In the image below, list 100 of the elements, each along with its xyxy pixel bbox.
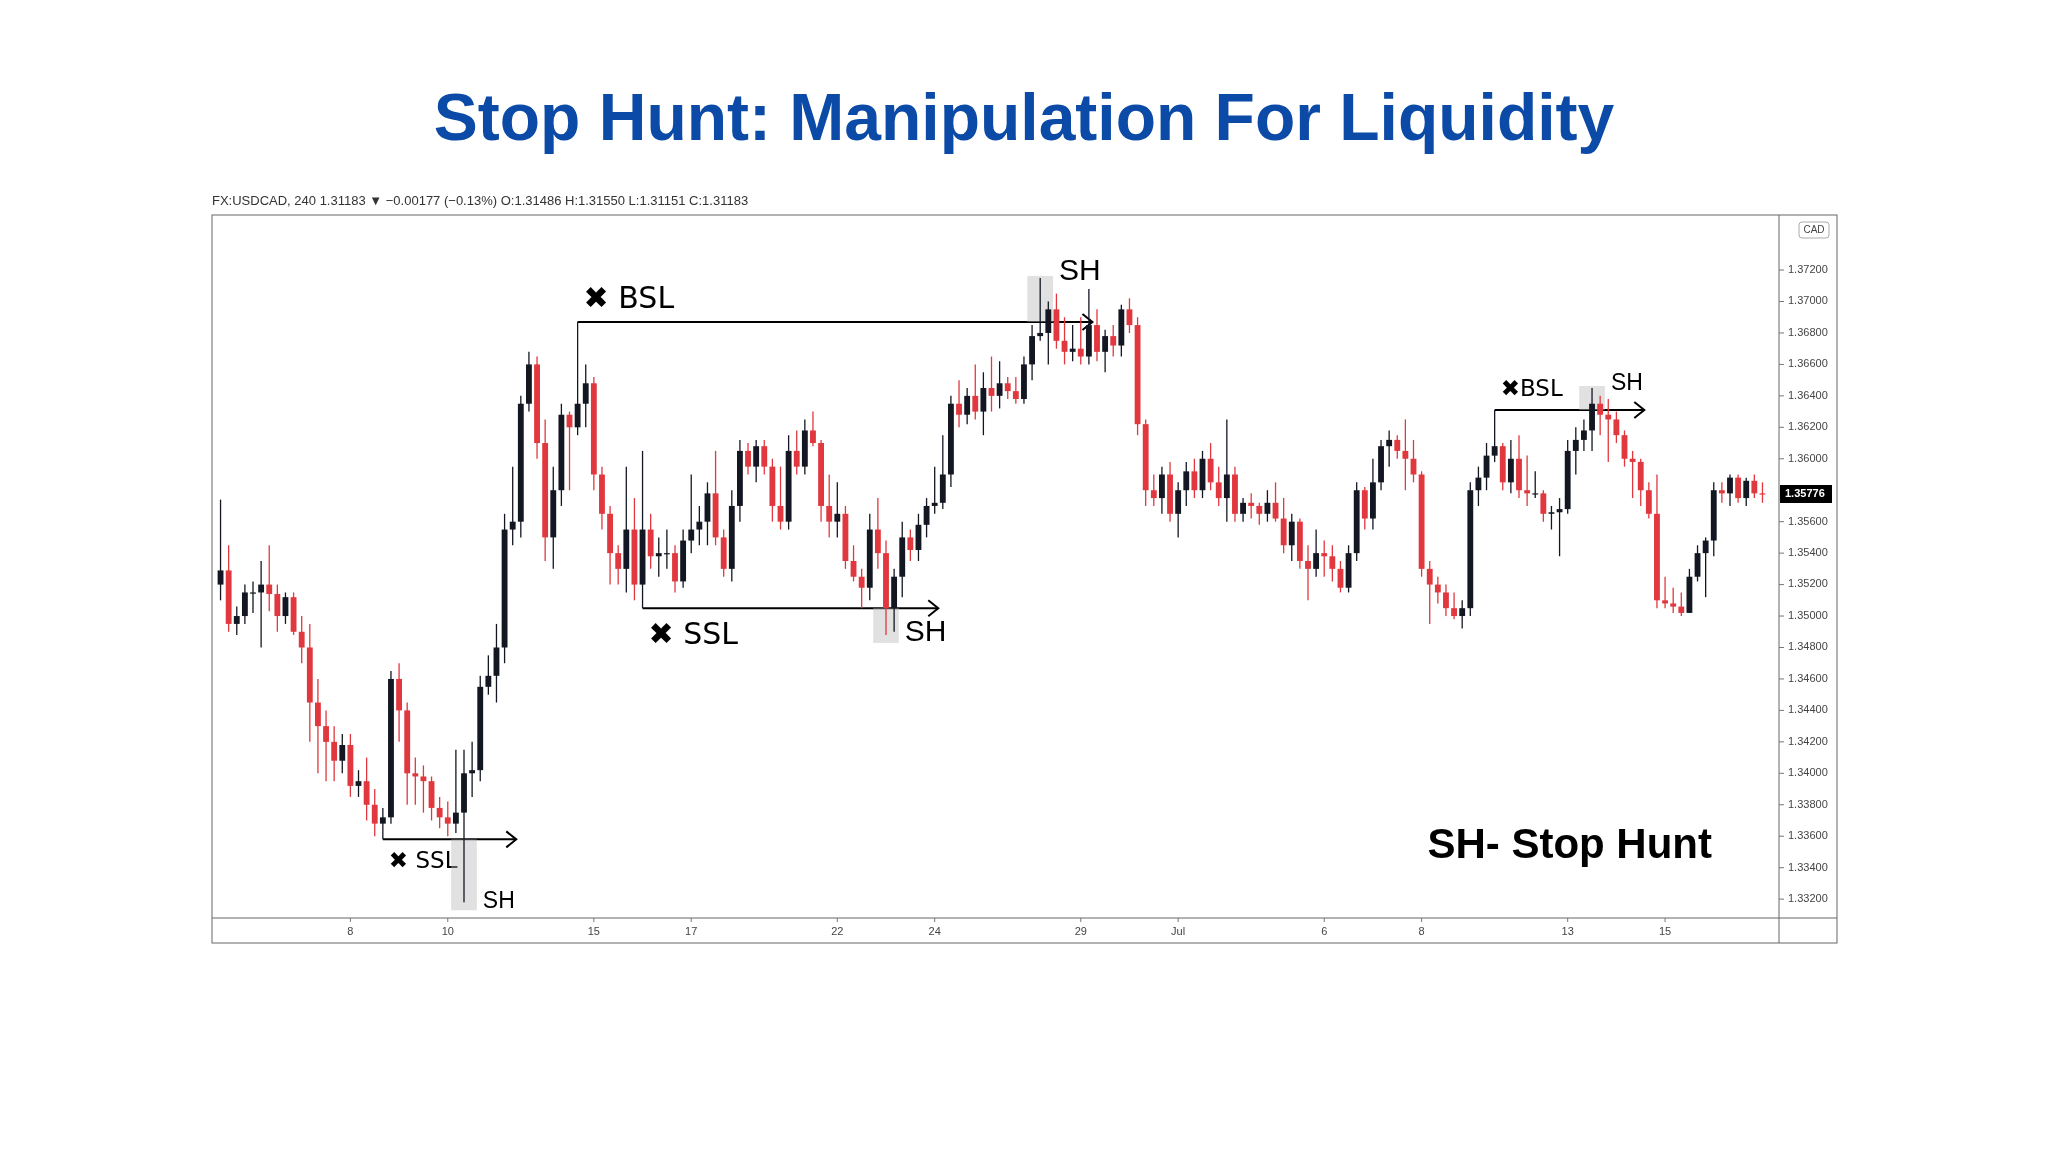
candlestick <box>452 749 459 834</box>
x-tick-label: 24 <box>928 925 941 937</box>
candlestick <box>793 429 800 476</box>
candlestick <box>233 605 240 636</box>
candlestick <box>1548 505 1555 531</box>
y-tick-label: 1.37200 <box>1788 262 1828 275</box>
candlestick <box>1159 465 1165 515</box>
candlestick <box>1702 536 1709 598</box>
candlestick <box>258 560 265 649</box>
candlestick <box>810 410 816 447</box>
candlestick <box>331 725 338 782</box>
ref-line-label: ✖BSL <box>1500 375 1563 402</box>
y-tick-label: 1.35200 <box>1788 577 1828 590</box>
candlestick <box>1069 324 1076 362</box>
candlestick <box>1256 502 1263 526</box>
candlestick <box>1662 576 1668 609</box>
y-tick-label: 1.37000 <box>1788 294 1828 307</box>
candlestick <box>956 379 962 428</box>
candlestick <box>1394 434 1401 460</box>
candlestick <box>363 756 370 822</box>
candlestick <box>1329 544 1336 583</box>
x-tick-label: 15 <box>1658 925 1672 937</box>
candlestick <box>1183 461 1190 507</box>
x-tick-label: 29 <box>1074 925 1087 937</box>
candlestick <box>1540 489 1547 523</box>
candlestick <box>469 741 476 798</box>
x-tick-label: 10 <box>441 925 454 937</box>
candlestick <box>1175 481 1182 539</box>
x-tick-label: 6 <box>1321 925 1328 937</box>
y-tick-label: 1.34400 <box>1788 703 1828 716</box>
candlestick <box>1288 513 1295 562</box>
y-tick-label: 1.36600 <box>1788 357 1828 370</box>
candlestick <box>1207 442 1214 491</box>
y-tick-label: 1.34600 <box>1788 671 1828 684</box>
candlestick <box>1248 492 1255 520</box>
candlestick <box>412 756 419 806</box>
candlestick <box>1581 418 1587 452</box>
candlestick <box>1507 439 1514 495</box>
candlestick <box>1215 465 1222 507</box>
y-tick-label: 1.34800 <box>1788 640 1828 653</box>
y-tick-label: 1.35400 <box>1788 546 1828 559</box>
candlestick <box>655 536 662 578</box>
candlestick <box>980 371 987 436</box>
candlestick <box>1572 426 1579 476</box>
x-tick-label: 8 <box>347 925 354 937</box>
candlestick <box>1451 591 1457 620</box>
candlestick <box>1110 324 1117 358</box>
candlestick <box>1613 410 1620 444</box>
y-tick-label: 1.35000 <box>1788 608 1828 621</box>
candlestick <box>339 733 346 774</box>
candlestick <box>753 439 760 484</box>
candlestick <box>1743 476 1750 507</box>
x-tick-label: Jul <box>1171 925 1186 937</box>
y-tick-label: 1.34200 <box>1788 734 1828 747</box>
x-tick-label: 8 <box>1418 925 1425 937</box>
candlestick <box>1532 470 1539 499</box>
text: FX:USDCAD, 240 1.31183 ▼ −0.00177 (−0.13%) O:1.31486 H:1.31550 L:1.31151 C:1.31183 <box>212 193 749 208</box>
candlestick <box>485 654 492 696</box>
candlestick <box>1727 473 1733 507</box>
candlestick <box>379 807 386 841</box>
candlestick <box>1678 591 1685 617</box>
chart-title: Stop Hunt: Manipulation For Liquidity <box>433 80 1615 154</box>
candlestick <box>266 544 273 612</box>
ref-line-label: ✖ SSL <box>388 847 458 874</box>
candlestick <box>1443 583 1449 617</box>
candlestick <box>574 321 581 436</box>
candlestick <box>1759 481 1766 504</box>
candlestick <box>241 583 248 625</box>
candlestick <box>761 439 768 476</box>
candlestick <box>1191 458 1198 499</box>
candlestick <box>826 473 833 539</box>
candlestick <box>1012 376 1019 405</box>
candlestick <box>834 481 841 539</box>
candlestick <box>1321 539 1328 578</box>
candlestick <box>972 363 979 421</box>
y-tick-label: 1.33200 <box>1788 892 1828 905</box>
candlestick <box>1475 465 1482 507</box>
candlestick <box>1426 560 1433 625</box>
candlestick <box>874 497 881 570</box>
y-tick-label: 1.35600 <box>1788 514 1828 527</box>
candlestick <box>1313 528 1320 578</box>
candlestick <box>1629 450 1636 499</box>
candlestick <box>444 800 451 837</box>
candlestick <box>250 580 256 614</box>
candlestick <box>1524 454 1531 507</box>
y-tick-label: 1.36000 <box>1788 451 1828 464</box>
candlestick <box>1264 489 1271 523</box>
candlestick <box>217 499 224 601</box>
annotation: SH- Stop Hunt <box>1427 820 1713 867</box>
candlestick <box>1386 429 1393 468</box>
candlestick <box>931 465 938 515</box>
candlestick <box>907 528 914 562</box>
candlestick <box>1735 473 1742 504</box>
text: CAD <box>1803 223 1825 235</box>
candlestick <box>315 678 321 774</box>
candlestick <box>436 796 443 830</box>
y-tick-label: 1.33400 <box>1788 860 1828 873</box>
candlestick <box>1004 376 1011 400</box>
candlestick <box>1037 277 1044 342</box>
candlestick <box>1305 544 1311 601</box>
